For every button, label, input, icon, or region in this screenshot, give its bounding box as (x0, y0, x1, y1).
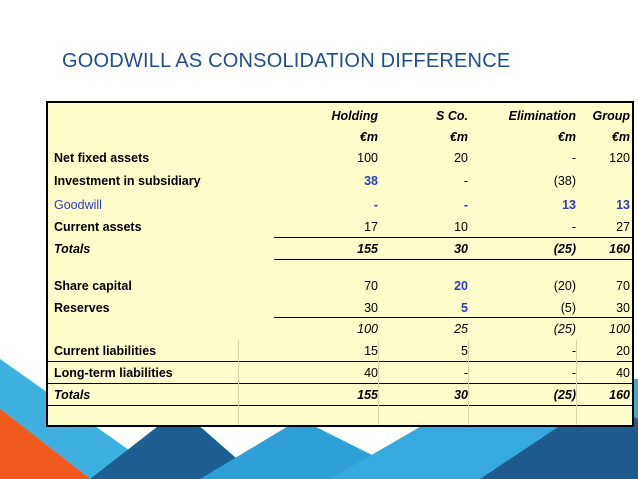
row-label: Goodwill (54, 198, 102, 212)
cell-value: 27 (616, 220, 630, 234)
row-label: Net fixed assets (54, 151, 150, 165)
column-header-elimination: Elimination (508, 109, 576, 123)
cell-value: - (571, 151, 576, 165)
unit-label: €m (359, 130, 378, 144)
cell-value: 70 (616, 279, 630, 293)
cell-value: 70 (364, 279, 378, 293)
row-label: Investment in subsidiary (54, 174, 201, 188)
cell-value: (25) (553, 322, 576, 336)
subtotal-row: 100 25 (25) 100 (48, 318, 632, 340)
cell-value: 5 (461, 301, 468, 315)
row-label: Reserves (54, 301, 110, 315)
cell-value: 40 (364, 366, 378, 380)
divider (274, 317, 632, 318)
divider (274, 259, 632, 260)
cell-value: - (463, 198, 468, 212)
unit-label: €m (557, 130, 576, 144)
cell-value: - (571, 344, 576, 358)
table-row: Current liabilities 15 5 - 20 (48, 340, 632, 362)
cell-value: 13 (562, 198, 576, 212)
row-label: Current assets (54, 220, 142, 234)
column-header-holding: Holding (331, 109, 378, 123)
divider (274, 237, 632, 238)
unit-label: €m (611, 130, 630, 144)
cell-value: (38) (553, 174, 576, 188)
cell-value: (5) (560, 301, 576, 315)
table-row: Long-term liabilities 40 - - 40 (48, 362, 632, 384)
cell-value: 30 (454, 388, 468, 402)
totals-row: Totals 155 30 (25) 160 (48, 384, 632, 406)
table-header-row: Holding S Co. Elimination Group (48, 105, 632, 127)
cell-value: (25) (553, 388, 576, 402)
table-row: Share capital 70 20 (20) 70 (48, 275, 632, 297)
totals-row: Totals 155 30 (25) 160 (48, 238, 632, 260)
table-row: Net fixed assets 100 20 - 120 (48, 147, 632, 169)
cell-value: 30 (616, 301, 630, 315)
cell-value: 25 (454, 322, 468, 336)
table-row: Investment in subsidiary 38 - (38) (48, 170, 632, 192)
cell-value: - (571, 366, 576, 380)
cell-value: 120 (609, 151, 630, 165)
cell-value: (25) (553, 242, 576, 256)
cell-value: 100 (357, 151, 378, 165)
cell-value: 38 (364, 174, 378, 188)
table-units-row: €m €m €m €m (48, 126, 632, 148)
cell-value: 160 (609, 242, 630, 256)
cell-value: 17 (364, 220, 378, 234)
consolidation-table: Holding S Co. Elimination Group €m €m €m… (46, 101, 634, 427)
cell-value: 155 (357, 242, 378, 256)
row-label: Current liabilities (54, 344, 157, 358)
cell-value: 155 (357, 388, 378, 402)
column-header-group: Group (592, 109, 631, 123)
grid-line (576, 340, 577, 425)
unit-label: €m (449, 130, 468, 144)
cell-value: 20 (454, 279, 468, 293)
cell-value: - (373, 198, 378, 212)
divider (48, 405, 632, 406)
cell-value: 40 (616, 366, 630, 380)
row-label: Share capital (54, 279, 132, 293)
column-header-s-co: S Co. (436, 109, 468, 123)
table-row: Reserves 30 5 (5) 30 (48, 297, 632, 319)
cell-value: 13 (616, 198, 630, 212)
grid-line (378, 340, 379, 425)
row-label: Totals (54, 242, 91, 256)
cell-value (576, 170, 630, 192)
slide-title: GOODWILL AS CONSOLIDATION DIFFERENCE (62, 50, 511, 72)
divider (48, 383, 632, 384)
row-label: Totals (54, 388, 91, 402)
cell-value: (20) (553, 279, 576, 293)
table-row: Current assets 17 10 - 27 (48, 216, 632, 238)
grid-line (238, 340, 239, 425)
cell-value: 30 (454, 242, 468, 256)
cell-value: 30 (364, 301, 378, 315)
cell-value: - (571, 220, 576, 234)
cell-value: - (463, 366, 468, 380)
cell-value: 20 (454, 151, 468, 165)
cell-value: 160 (609, 388, 630, 402)
cell-value: 5 (461, 344, 468, 358)
grid-line (468, 340, 469, 425)
cell-value: 10 (454, 220, 468, 234)
cell-value: 100 (609, 322, 630, 336)
cell-value: 100 (357, 322, 378, 336)
cell-value: 15 (364, 344, 378, 358)
cell-value: - (463, 174, 468, 188)
table-row: Goodwill - - 13 13 (48, 194, 632, 216)
cell-value: 20 (616, 344, 630, 358)
divider (48, 361, 632, 362)
row-label: Long-term liabilities (54, 366, 173, 380)
